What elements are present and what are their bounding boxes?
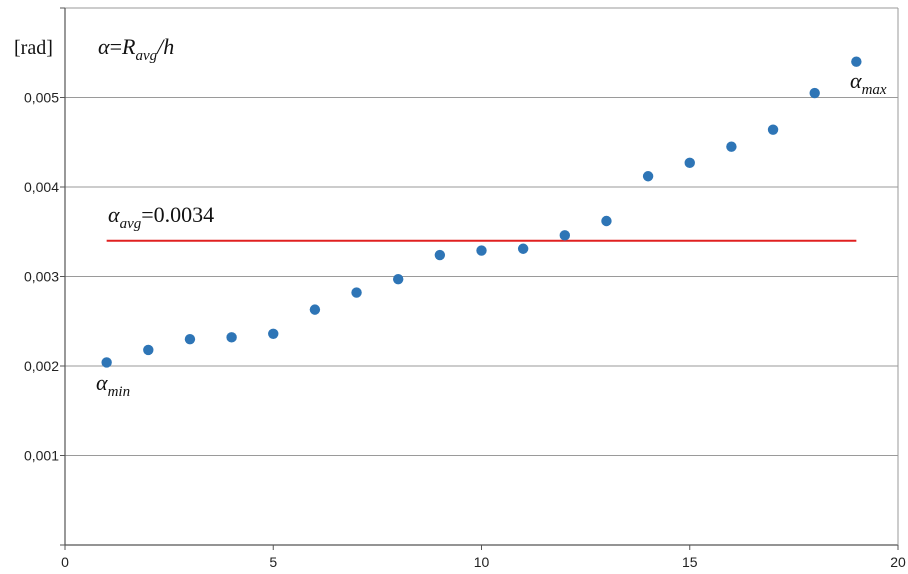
data-point [393,273,404,285]
x-tick-label: 5 [269,554,277,570]
formula-r: R [121,34,136,59]
formula-equals: = [110,34,122,59]
x-tick-label: 0 [61,554,69,570]
gridlines [65,7,898,456]
y-unit-label: [rad] [14,37,53,59]
data-point [476,245,487,256]
y-tick-label: 0,003 [24,269,59,285]
data-point [726,141,737,152]
data-point [184,333,196,345]
alpha-max-sub: max [862,82,887,98]
average-label: αavg=0.0034 [108,202,214,232]
data-point [226,332,237,343]
data-point [143,344,154,356]
x-tick-label: 15 [682,554,698,570]
formula: α=Ravg/h [98,34,174,64]
average-label-sub: avg [120,216,142,232]
average-label-value: =0.0034 [141,202,214,227]
x-tick-label: 20 [890,554,906,570]
data-point [851,56,862,67]
axes [60,7,899,550]
data-point [601,215,612,227]
x-tick-labels: 0 5 10 15 20 [61,554,906,570]
y-tick-label: 0,005 [24,90,59,106]
data-point [767,124,779,135]
alpha-min-symbol: α [96,370,108,395]
y-tick-label: 0,001 [24,448,59,464]
data-point [642,171,654,182]
data-point [351,287,362,298]
y-tick-label: 0,004 [24,179,59,195]
formula-slash-h: /h [155,34,174,59]
data-point [309,304,321,315]
data-point [809,87,820,99]
data-points [101,56,862,368]
formula-r-sub: avg [135,48,157,64]
data-point [268,328,279,339]
data-point [517,243,529,254]
alpha-min-label: αmin [96,370,130,400]
x-tick-label: 10 [474,554,490,570]
data-point [101,357,112,368]
y-tick-label: 0,002 [24,358,59,374]
data-point [434,249,446,261]
data-point [559,230,570,241]
alpha-min-sub: min [108,384,131,400]
alpha-max-label: αmax [850,68,887,98]
average-label-alpha: α [108,202,120,227]
y-tick-labels: 0,001 0,002 0,003 0,004 0,005 [24,90,59,464]
alpha-max-symbol: α [850,68,862,93]
formula-alpha: α [98,34,110,59]
data-point [684,157,695,169]
